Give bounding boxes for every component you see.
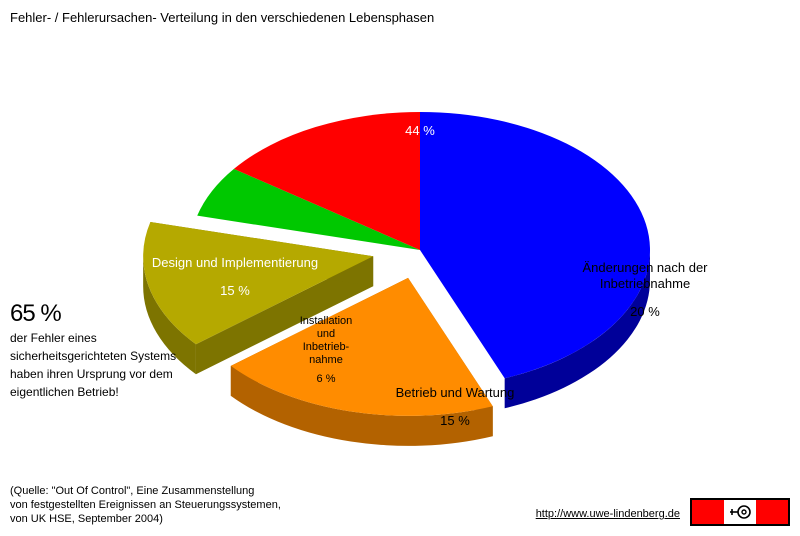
source-text: (Quelle: "Out Of Control", Eine Zusammen…	[10, 484, 281, 526]
site-logo	[690, 498, 790, 526]
logo-glyph-icon	[728, 503, 752, 521]
source-url-link[interactable]: http://www.uwe-lindenberg.de	[536, 508, 680, 520]
page-title: Fehler- / Fehlerursachen- Verteilung in …	[10, 10, 434, 25]
callout-text: 65 % der Fehler eines sicherheitsgericht…	[10, 300, 180, 401]
pie-chart: Spezifikation44 % Änderungen nach derInb…	[120, 25, 800, 515]
